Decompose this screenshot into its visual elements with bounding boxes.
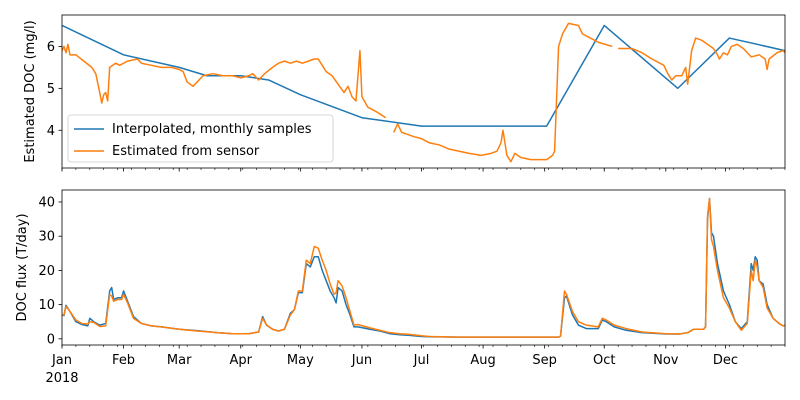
doc-flux-panel: 0 10 20 30 40 Jan Feb Mar Apr May Jun Jul Aug Sep Oct… [15,189,786,386]
doc-flux-y-axis: 0 10 20 30 40 [38,195,62,347]
x-tick-label: Aug [470,353,495,368]
x-tick-label: Jun [351,353,372,368]
doc-concentration-y-axis: 4 5 6 [47,40,62,139]
y-tick-label: 5 [47,82,55,97]
y-tick-label: 6 [47,40,55,55]
x-tick-label: May [287,353,314,368]
doc-concentration-y-label: Estimated DOC (mg/l) [23,20,38,162]
series-line-flux-interpolated [62,197,785,338]
series-line-flux-sensor [62,197,785,338]
legend-label-sensor: Estimated from sensor [112,144,260,159]
legend-label-interpolated: Interpolated, monthly samples [112,122,312,137]
series-line-sensor-segment-2 [618,37,785,85]
x-tick-label: Feb [112,353,135,368]
x-tick-label: Mar [167,353,192,368]
x-tick-label: Dec [713,353,738,368]
x-tick-label: Jul [413,353,430,368]
series-line-sensor-segment-1 [393,22,613,163]
doc-concentration-plot-frame [61,14,786,169]
x-axis-year-label: 2018 [45,371,78,386]
series-line-sensor-segment-0 [62,43,387,119]
doc-concentration-series [62,22,785,163]
doc-flux-series [62,197,785,338]
x-tick-label: Apr [230,353,253,368]
x-tick-label: Sep [532,353,557,368]
legend: Interpolated, monthly samples Estimated … [67,114,334,163]
x-tick-label: Jan [51,353,72,368]
series-line-interpolated [62,24,785,127]
legend-box [67,114,334,163]
y-tick-label: 30 [38,230,55,245]
doc-flux-x-axis: Jan Feb Mar Apr May Jun Jul Aug Sep Oct Nov Dec [51,345,786,368]
y-tick-label: 10 [38,298,55,313]
y-tick-label: 4 [47,124,55,139]
doc-concentration-panel: 4 5 6 Estimated DOC (mg/l) Interpolated, m… [23,14,786,172]
y-tick-label: 20 [38,264,55,279]
x-tick-label: Oct [593,353,615,368]
doc-flux-plot-frame [61,189,786,346]
doc-flux-y-label: DOC flux (T/day) [15,213,30,321]
x-tick-label: Nov [653,353,679,368]
y-tick-label: 40 [38,195,55,210]
y-tick-label: 0 [47,332,55,347]
